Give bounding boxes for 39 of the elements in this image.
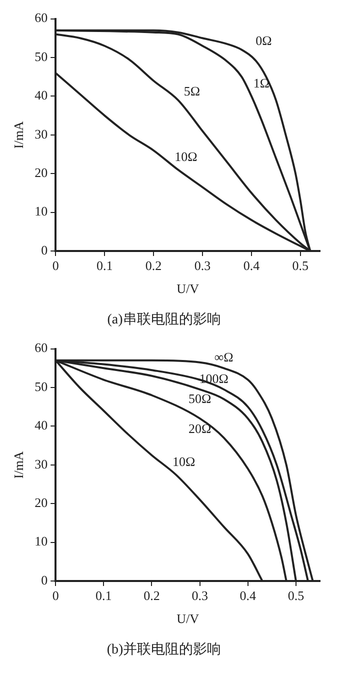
x-tick-label: 0.3 xyxy=(194,258,211,274)
y-tick-label: 10 xyxy=(34,204,48,219)
x-tick-label: 0.5 xyxy=(288,588,304,604)
y-tick-label: 50 xyxy=(34,378,48,394)
x-tick-label: 0.2 xyxy=(144,588,160,604)
series-label: 5Ω xyxy=(184,83,200,98)
x-tick-label: 0.3 xyxy=(192,588,208,604)
y-tick-label: 0 xyxy=(41,572,48,588)
y-tick-label: 40 xyxy=(34,418,48,433)
x-tick-label: 0.1 xyxy=(96,588,112,604)
y-tick-label: 20 xyxy=(34,495,48,510)
y-tick-label: 20 xyxy=(34,165,48,180)
series-label: ∞Ω xyxy=(214,350,234,365)
y-axis-title: I/mA xyxy=(11,120,26,149)
y-tick-label: 50 xyxy=(34,48,48,64)
text: (a)串联电阻的影响 xyxy=(107,311,221,328)
series-label: 50Ω xyxy=(188,390,212,406)
x-tick-label: 0.5 xyxy=(292,258,309,274)
y-tick-label: 60 xyxy=(34,10,48,26)
x-tick-label: 0.1 xyxy=(96,258,113,274)
series-label: 10Ω xyxy=(172,454,196,469)
text: (b)并联电阻的影响 xyxy=(106,641,222,658)
series-label: 0Ω xyxy=(256,33,272,48)
x-tick-label: 0.4 xyxy=(243,258,260,274)
y-tick-label: 10 xyxy=(34,534,48,549)
y-tick-label: 40 xyxy=(34,88,48,103)
x-axis-title: U/V xyxy=(176,280,200,296)
y-tick-label: 30 xyxy=(34,126,48,142)
y-tick-label: 30 xyxy=(34,456,48,472)
y-tick-label: 60 xyxy=(34,340,48,356)
x-tick-label: 0.4 xyxy=(240,588,257,604)
y-tick-label: 0 xyxy=(41,242,48,258)
series-label: 10Ω xyxy=(174,149,198,164)
x-tick-label: 0 xyxy=(52,258,59,274)
x-axis-title: U/V xyxy=(176,610,200,626)
y-axis-title: I/mA xyxy=(11,450,26,479)
x-tick-label: 0.2 xyxy=(145,258,162,274)
x-tick-label: 0 xyxy=(52,588,59,604)
series-label: 20Ω xyxy=(188,420,212,436)
